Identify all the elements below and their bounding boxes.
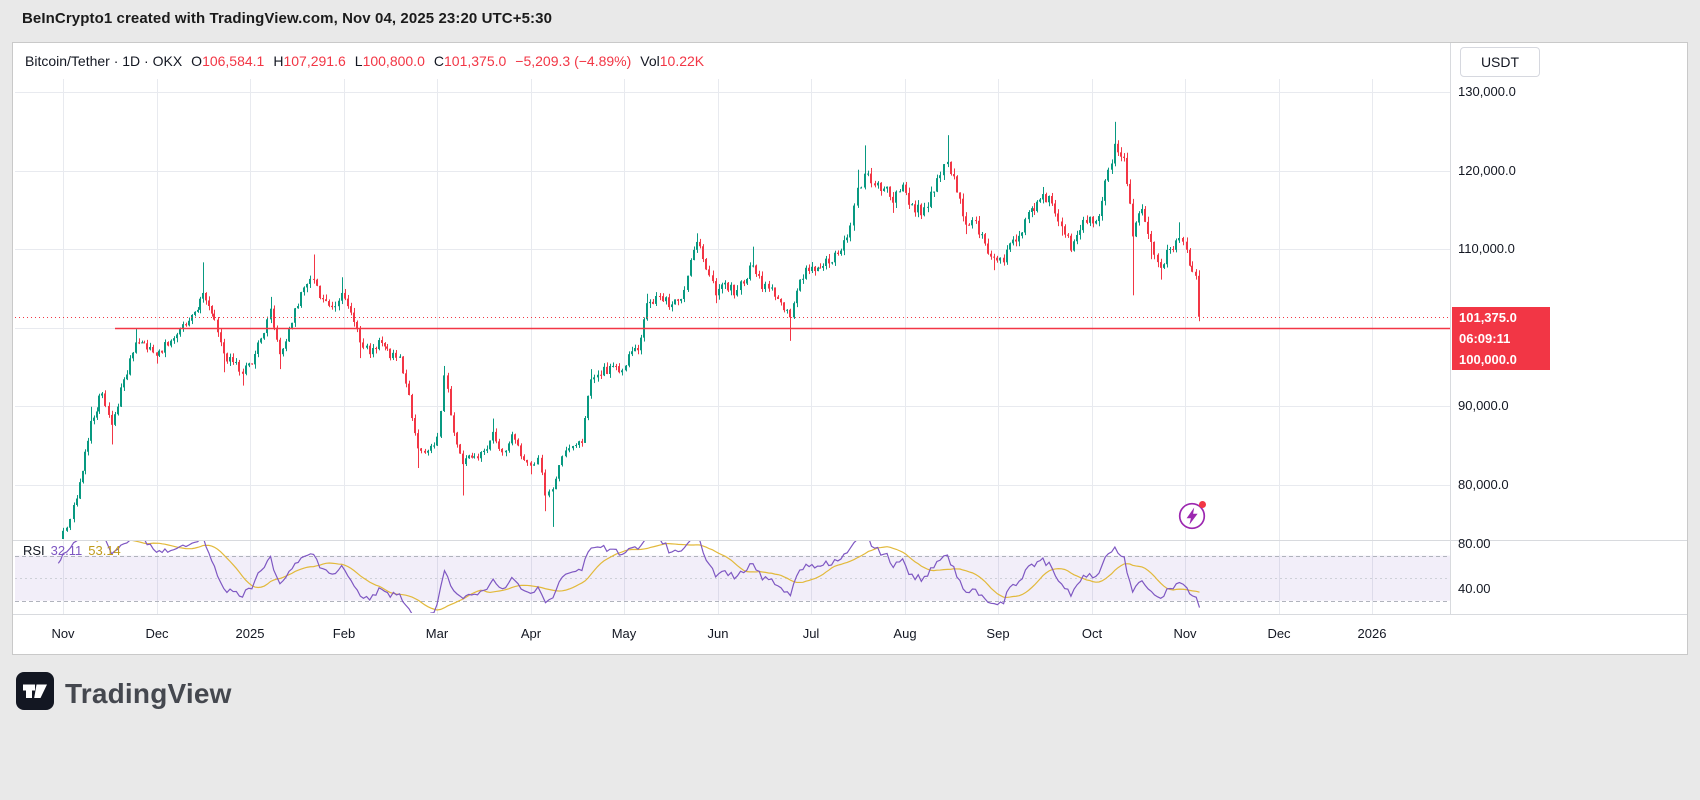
rsi-label: RSI (23, 543, 45, 558)
chart-panel: Bitcoin/Tether · 1D · OKX O106,584.1 H107,… (12, 42, 1688, 655)
rsi-ma-value: 53.14 (88, 543, 121, 558)
rsi-value: 32.11 (50, 543, 83, 558)
high-value: 107,291.6 (283, 53, 346, 69)
attribution-text: BeInCrypto1 created with TradingView.com… (22, 10, 553, 27)
attribution-bar: BeInCrypto1 created with TradingView.com… (22, 10, 552, 27)
open-label: O (191, 53, 203, 69)
tradingview-logo-icon[interactable] (16, 672, 54, 715)
chart-header[interactable]: Bitcoin/Tether · 1D · OKX O106,584.1 H107,… (25, 53, 704, 69)
rsi-legend[interactable]: RSI 32.11 53.14 (23, 543, 127, 558)
footer: TradingView (16, 672, 232, 715)
chart-plot-canvas[interactable] (13, 43, 1687, 654)
low-label: L (354, 53, 363, 69)
last-price-badge: 101,375.0 (1452, 307, 1550, 328)
candle-countdown-badge: 06:09:11 (1452, 328, 1550, 349)
notification-dot (1199, 501, 1206, 508)
low-value: 100,800.0 (362, 53, 425, 69)
open-value: 106,584.1 (202, 53, 265, 69)
tradingview-logo-text[interactable]: TradingView (65, 677, 232, 709)
flash-event-icon[interactable] (1177, 501, 1207, 531)
close-label: C (433, 53, 444, 69)
currency-toggle-button[interactable]: USDT (1460, 47, 1540, 77)
alert-price-badge[interactable]: 100,000.0 (1452, 349, 1550, 370)
volume-label: Vol (640, 53, 660, 69)
high-label: H (273, 53, 284, 69)
change-value: −5,209.3 (−4.89%) (515, 53, 632, 69)
close-value: 101,375.0 (444, 53, 507, 69)
symbol-title: Bitcoin/Tether · 1D · OKX (25, 53, 183, 69)
volume-value: 10.22K (659, 53, 705, 69)
